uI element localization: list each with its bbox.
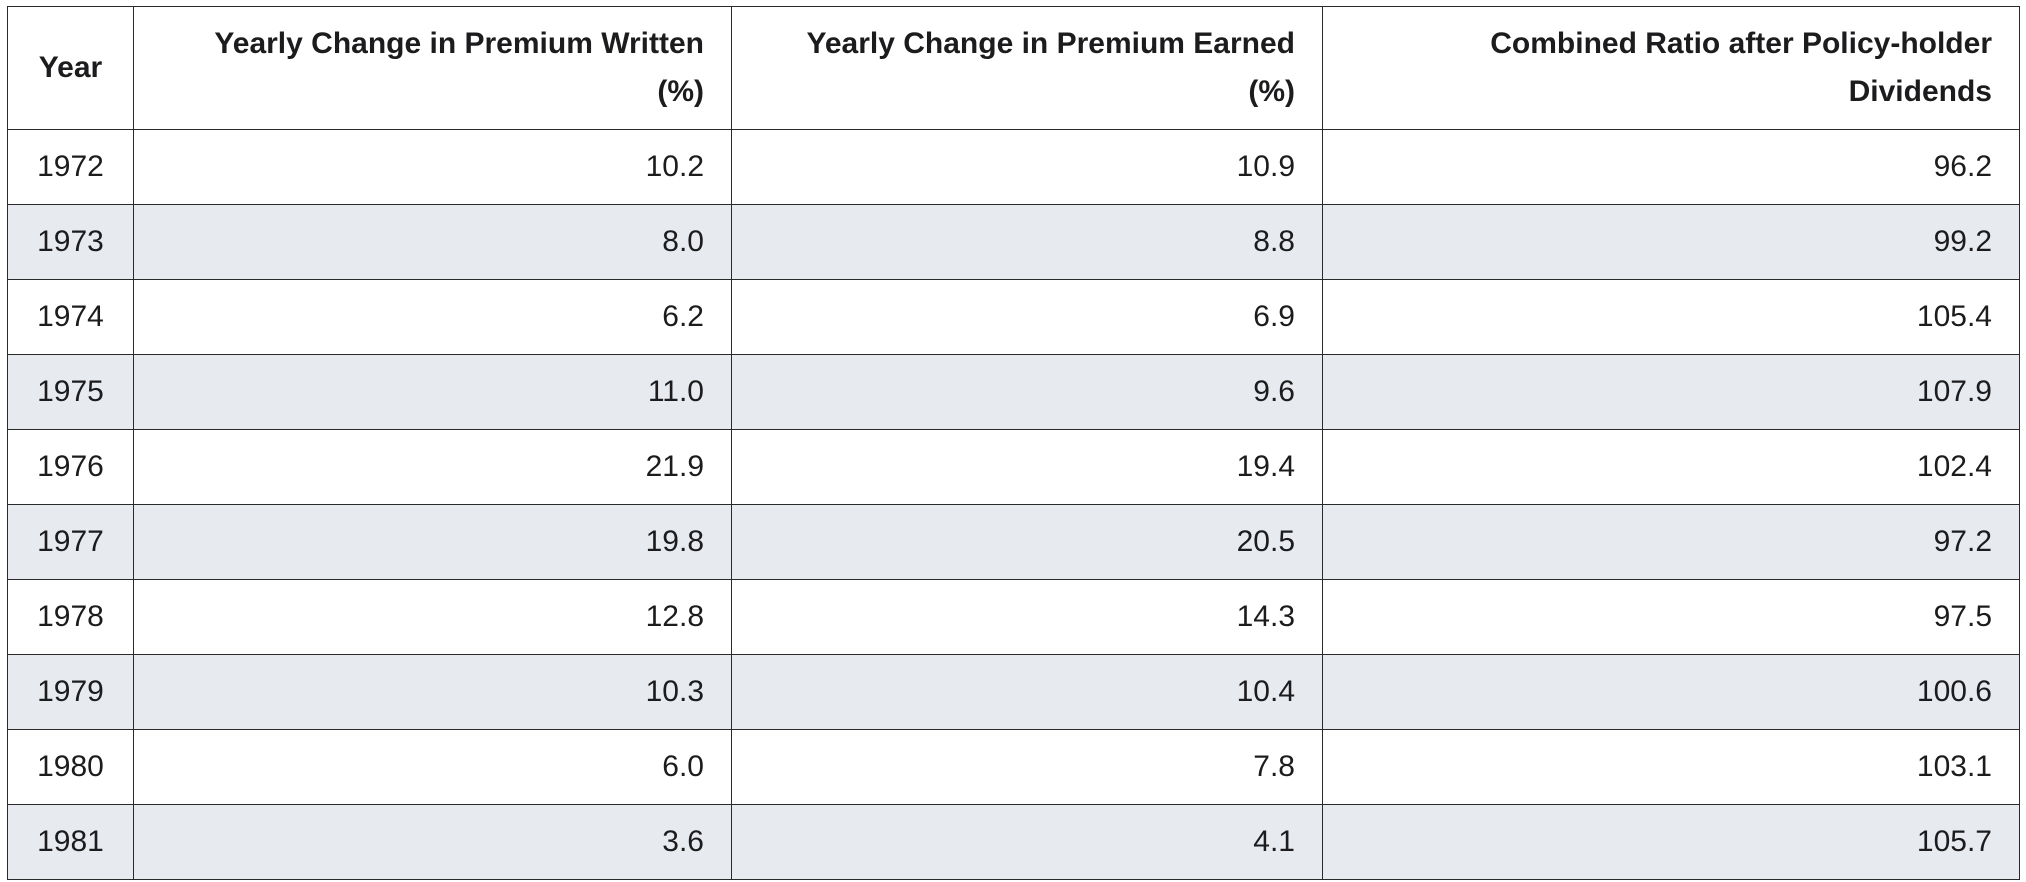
header-row: Year Yearly Change in Premium Written (%… [7, 6, 2020, 130]
year-cell: 1975 [7, 354, 134, 430]
table-row: 1973 8.0 8.8 99.2 [7, 204, 2020, 280]
column-header-premium-earned: Yearly Change in Premium Earned (%) [731, 6, 1323, 130]
premium-written-cell: 6.2 [133, 279, 732, 355]
combined-ratio-cell: 99.2 [1322, 204, 2020, 280]
year-cell: 1977 [7, 504, 134, 580]
premium-written-cell: 19.8 [133, 504, 732, 580]
premium-written-cell: 10.3 [133, 654, 732, 730]
column-header-year: Year [7, 6, 134, 130]
table-row: 1972 10.2 10.9 96.2 [7, 129, 2020, 205]
table-row: 1979 10.3 10.4 100.6 [7, 654, 2020, 730]
table-row: 1978 12.8 14.3 97.5 [7, 579, 2020, 655]
premium-earned-cell: 7.8 [731, 729, 1323, 805]
premium-earned-cell: 6.9 [731, 279, 1323, 355]
table-header: Year Yearly Change in Premium Written (%… [7, 6, 2020, 130]
premium-earned-cell: 4.1 [731, 804, 1323, 880]
premium-earned-cell: 10.4 [731, 654, 1323, 730]
table-body: 1972 10.2 10.9 96.2 1973 8.0 8.8 99.2 1974 6.2 6.9… [7, 129, 2020, 880]
column-header-combined-ratio: Combined Ratio after Policy-holder Divid… [1322, 6, 2020, 130]
combined-ratio-cell: 103.1 [1322, 729, 2020, 805]
year-cell: 1976 [7, 429, 134, 505]
column-header-premium-written: Yearly Change in Premium Written (%) [133, 6, 732, 130]
premium-written-cell: 10.2 [133, 129, 732, 205]
combined-ratio-cell: 96.2 [1322, 129, 2020, 205]
premium-written-cell: 21.9 [133, 429, 732, 505]
year-cell: 1981 [7, 804, 134, 880]
premium-written-cell: 6.0 [133, 729, 732, 805]
year-cell: 1980 [7, 729, 134, 805]
table-row: 1974 6.2 6.9 105.4 [7, 279, 2020, 355]
combined-ratio-cell: 97.5 [1322, 579, 2020, 655]
table-row: 1976 21.9 19.4 102.4 [7, 429, 2020, 505]
premium-earned-cell: 8.8 [731, 204, 1323, 280]
combined-ratio-cell: 107.9 [1322, 354, 2020, 430]
combined-ratio-cell: 105.4 [1322, 279, 2020, 355]
premium-earned-cell: 19.4 [731, 429, 1323, 505]
combined-ratio-cell: 97.2 [1322, 504, 2020, 580]
data-table-container: Year Yearly Change in Premium Written (%… [7, 6, 2020, 880]
year-cell: 1972 [7, 129, 134, 205]
combined-ratio-cell: 102.4 [1322, 429, 2020, 505]
premium-earned-cell: 9.6 [731, 354, 1323, 430]
year-cell: 1978 [7, 579, 134, 655]
year-cell: 1974 [7, 279, 134, 355]
table-row: 1975 11.0 9.6 107.9 [7, 354, 2020, 430]
premium-written-cell: 3.6 [133, 804, 732, 880]
table-row: 1980 6.0 7.8 103.1 [7, 729, 2020, 805]
premium-written-cell: 11.0 [133, 354, 732, 430]
combined-ratio-cell: 100.6 [1322, 654, 2020, 730]
year-cell: 1973 [7, 204, 134, 280]
premium-written-cell: 8.0 [133, 204, 732, 280]
table-row: 1977 19.8 20.5 97.2 [7, 504, 2020, 580]
premium-earned-cell: 10.9 [731, 129, 1323, 205]
premium-earned-cell: 14.3 [731, 579, 1323, 655]
table-row: 1981 3.6 4.1 105.7 [7, 804, 2020, 880]
premium-earned-cell: 20.5 [731, 504, 1323, 580]
insurance-premium-table: Year Yearly Change in Premium Written (%… [7, 6, 2020, 880]
combined-ratio-cell: 105.7 [1322, 804, 2020, 880]
premium-written-cell: 12.8 [133, 579, 732, 655]
year-cell: 1979 [7, 654, 134, 730]
